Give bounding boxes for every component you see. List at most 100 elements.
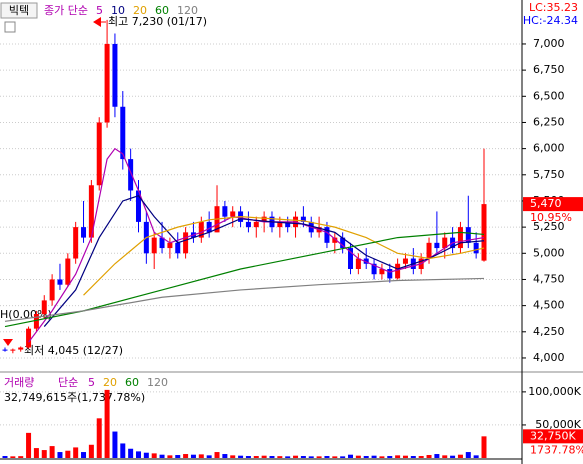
ma-line — [4, 231, 485, 328]
volume-bar — [33, 448, 39, 458]
candle-body — [230, 211, 236, 217]
volume-summary: 32,749,615주(1,737.78%) — [4, 391, 145, 404]
volume-bar — [183, 454, 189, 458]
volume-bar — [332, 456, 338, 458]
grid-icon[interactable] — [4, 21, 16, 33]
volume-bar — [450, 455, 456, 458]
y-tick-label: 100,000K — [528, 385, 581, 398]
volume-legend-entry: 120 — [147, 376, 168, 389]
volume-ma-label: 단순 — [58, 376, 78, 389]
volume-bar — [143, 452, 149, 458]
candle-body — [81, 227, 87, 238]
y-tick-label: 5,250 — [533, 220, 565, 233]
candle-body — [371, 263, 377, 275]
y-tick-label: 6,750 — [533, 63, 565, 76]
candle-body — [355, 258, 361, 269]
volume-bar — [128, 448, 134, 458]
volume-bar — [10, 456, 16, 458]
y-tick-label: 4,500 — [533, 299, 565, 312]
y-tick-label: 5,000 — [533, 246, 565, 259]
volume-bar — [269, 456, 275, 458]
volume-bar — [465, 452, 471, 458]
volume-bar — [49, 446, 55, 458]
candle-body — [96, 122, 102, 186]
legend-entry: 60 — [155, 4, 169, 17]
volume-bar — [167, 455, 173, 458]
legend-entry: 5 — [96, 4, 103, 17]
stock-box[interactable] — [0, 2, 38, 19]
candle-body — [426, 242, 432, 259]
volume-ratio-label: 1737.78% — [530, 443, 583, 456]
y-tick-label: 6,500 — [533, 89, 565, 102]
y-tick-label: 4,000 — [533, 351, 565, 364]
ma-line — [83, 216, 485, 296]
volume-tag-label: 32,750K — [530, 429, 576, 442]
volume-tag — [523, 429, 583, 444]
volume-bar — [418, 456, 424, 458]
volume-bar — [112, 431, 118, 458]
hc-label: HC:-24.34 — [523, 14, 578, 27]
candle-body — [49, 279, 55, 301]
volume-bar — [253, 456, 259, 458]
volume-bar — [277, 456, 283, 458]
volume-bar — [135, 451, 141, 458]
volume-bar — [175, 455, 181, 458]
y-tick-label: 50,000K — [535, 418, 581, 431]
candle-body — [481, 204, 487, 261]
high-note: 최고 7,230 (01/17) — [108, 15, 207, 28]
change-label: 10.95% — [530, 211, 572, 224]
candle-body — [26, 328, 32, 348]
y-tick-label: 6,000 — [533, 142, 565, 155]
candle-body — [128, 159, 134, 191]
volume-bar — [293, 455, 299, 458]
candle-body — [41, 300, 47, 315]
candle-body — [340, 237, 346, 249]
candle-body — [120, 106, 126, 160]
candle-body — [402, 258, 408, 264]
candle-body — [387, 268, 393, 279]
volume-bar — [26, 432, 32, 458]
candle-body — [167, 242, 173, 249]
volume-bar — [316, 456, 322, 458]
legend-entry: 10 — [111, 4, 125, 17]
candle-body — [10, 349, 16, 351]
volume-bar — [159, 454, 165, 458]
volume-bar — [473, 455, 479, 458]
volume-bar — [2, 456, 8, 458]
y-tick-label: 7,000 — [533, 37, 565, 50]
candle-body — [222, 206, 228, 217]
volume-bar — [214, 452, 220, 458]
volume-bar — [395, 455, 401, 458]
candle-body — [33, 314, 39, 329]
volume-bar — [88, 444, 94, 458]
candle-body — [198, 221, 204, 238]
volume-bar — [245, 456, 251, 458]
y-tick-label: 5,750 — [533, 168, 565, 181]
ma-line — [28, 147, 485, 343]
volume-bar — [426, 455, 432, 458]
lc-label: LC:35.23 — [529, 1, 578, 14]
volume-bar — [324, 456, 330, 458]
volume-bar — [434, 454, 440, 458]
volume-bar — [379, 456, 385, 458]
volume-bar — [151, 453, 157, 458]
candle-body — [300, 216, 306, 222]
candle-body — [18, 347, 24, 350]
low-note: 최저 4,045 (12/27) — [24, 344, 123, 357]
ma-line — [4, 277, 485, 322]
candle-body — [65, 258, 71, 285]
price-tag — [523, 197, 583, 212]
candle-body — [457, 227, 463, 249]
volume-bar — [355, 455, 361, 458]
volume-bar — [18, 456, 24, 458]
candle-body — [112, 43, 118, 107]
candle-body — [183, 232, 189, 254]
volume-bar — [222, 454, 228, 458]
volume-bar — [190, 454, 196, 458]
ma-label: 종가 단순 — [44, 4, 88, 17]
candle-body — [261, 216, 267, 222]
volume-bar — [308, 456, 314, 458]
candle-body — [379, 268, 385, 275]
volume-bar — [96, 418, 102, 458]
